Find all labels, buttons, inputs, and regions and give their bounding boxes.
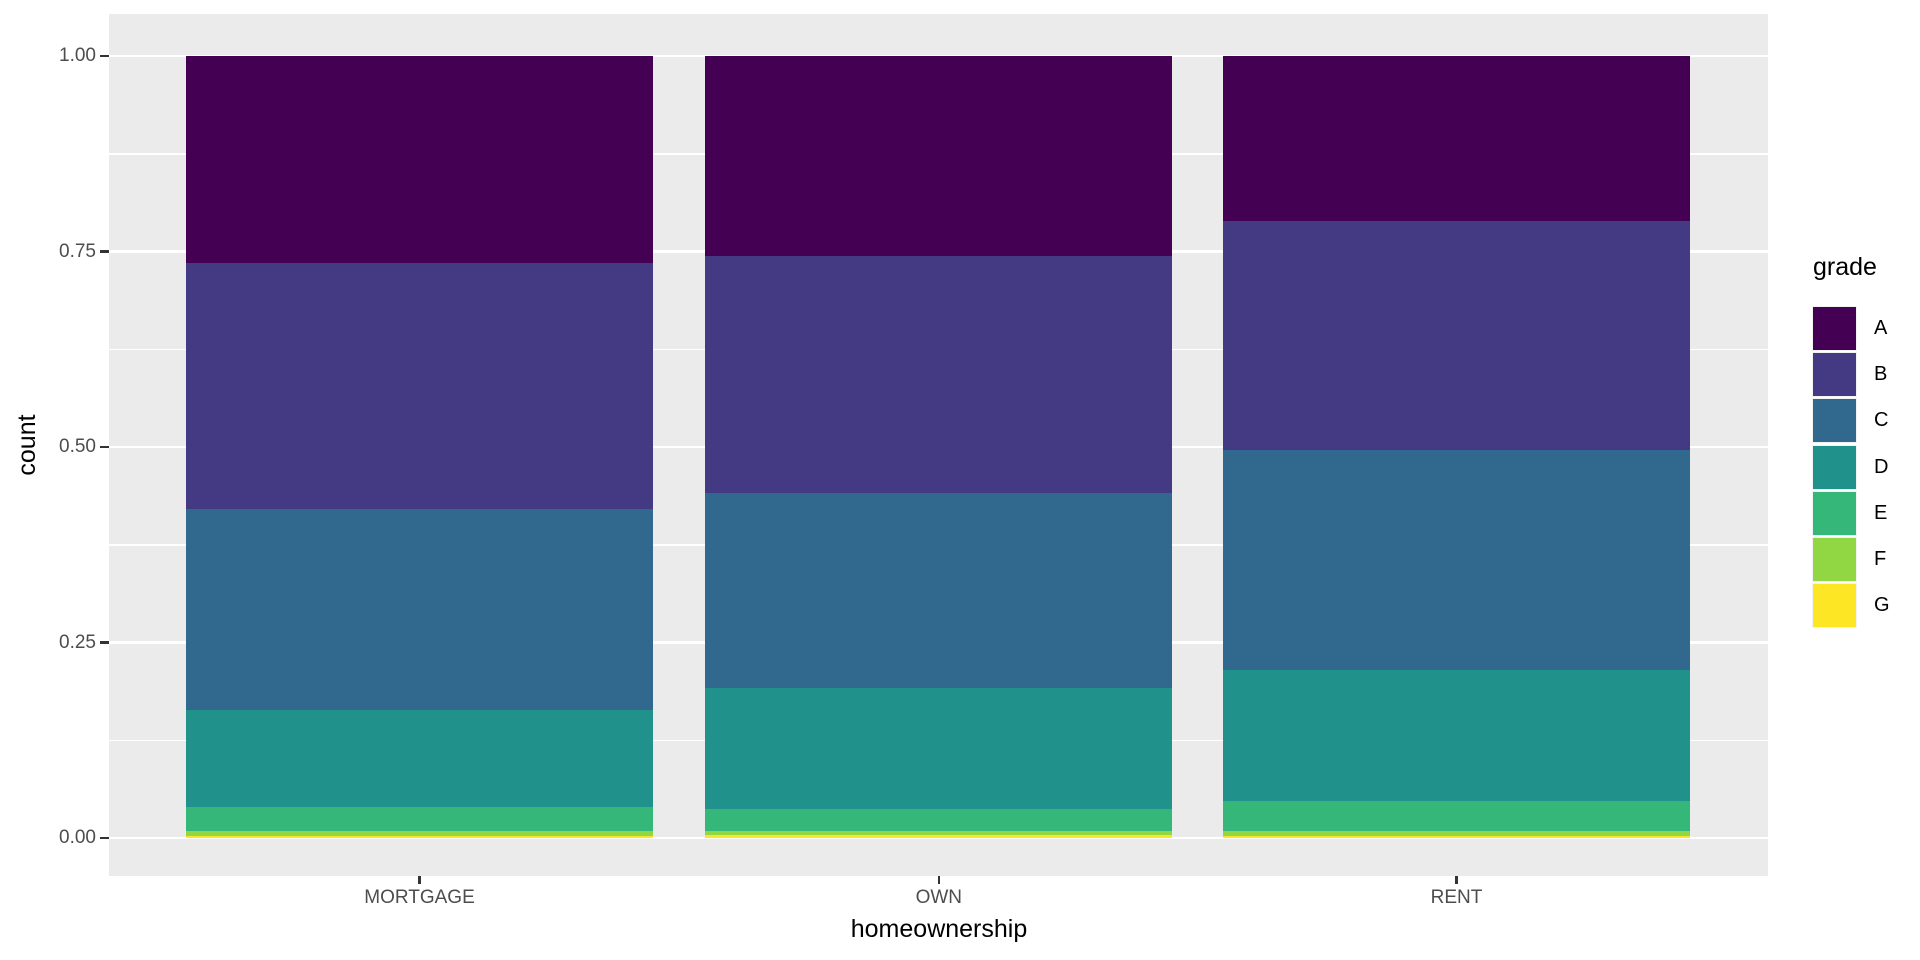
- y-tick-label: 0.00: [59, 827, 96, 848]
- legend-key-c: [1813, 399, 1856, 443]
- legend-label-b: B: [1874, 363, 1888, 386]
- legend-key-f: [1813, 537, 1856, 581]
- x-tick-mark: [937, 876, 940, 884]
- bar-rent-segment-f: [1223, 830, 1690, 836]
- plot-panel: [109, 14, 1768, 876]
- legend-key-e: [1813, 491, 1856, 535]
- gridline-major: [109, 54, 1768, 58]
- x-tick-label: MORTGAGE: [364, 887, 475, 908]
- bar-own-segment-b: [705, 256, 1173, 494]
- bar-rent-segment-g: [1223, 835, 1690, 838]
- legend-label-d: D: [1874, 455, 1889, 478]
- bar-rent-segment-c: [1223, 450, 1690, 670]
- bar-rent: [1223, 56, 1690, 838]
- y-tick-label: 1.00: [59, 45, 96, 66]
- y-tick-label: 0.75: [59, 240, 96, 262]
- bar-own-segment-f: [705, 830, 1173, 835]
- bar-mortgage-segment-a: [186, 56, 653, 264]
- bar-rent-segment-b: [1223, 221, 1690, 451]
- legend-entry-d: D: [1813, 445, 1890, 489]
- legend-label-g: G: [1874, 594, 1890, 617]
- y-tick-label: 0.25: [59, 631, 96, 653]
- legend-entry-a: A: [1813, 307, 1890, 350]
- legend-label-f: F: [1874, 547, 1887, 570]
- bar-own-segment-d: [705, 687, 1173, 810]
- legend-key-g: [1813, 584, 1856, 628]
- legend-entry-e: E: [1813, 491, 1890, 535]
- bar-own-segment-g: [705, 834, 1173, 838]
- bar-own-segment-e: [705, 809, 1173, 831]
- x-tick-label: OWN: [915, 887, 963, 908]
- legend-label-c: C: [1874, 409, 1889, 432]
- x-tick-mark: [418, 876, 421, 884]
- x-tick-label: RENT: [1430, 887, 1483, 908]
- x-tick-mark: [1455, 876, 1458, 884]
- bar-mortgage-segment-e: [186, 806, 653, 831]
- legend-label-e: E: [1874, 501, 1888, 524]
- bar-rent-segment-d: [1223, 669, 1690, 802]
- legend-label-a: A: [1874, 317, 1888, 339]
- bar-mortgage-segment-g: [186, 835, 653, 838]
- gridline-major: [109, 836, 1768, 840]
- bar-own-segment-a: [705, 56, 1173, 257]
- y-tick-mark: [100, 54, 109, 58]
- x-axis-title: homeownership: [850, 915, 1028, 943]
- y-tick-label: 0.50: [59, 436, 96, 457]
- bar-own-segment-c: [705, 493, 1173, 688]
- bar-mortgage-segment-c: [186, 508, 653, 710]
- legend-key-b: [1813, 353, 1856, 397]
- y-tick-mark: [100, 836, 109, 840]
- legend-entry-f: F: [1813, 537, 1890, 581]
- legend-entry-c: C: [1813, 399, 1890, 443]
- legend-key-a: [1813, 307, 1856, 350]
- legend-entry-g: G: [1813, 584, 1890, 628]
- y-tick-mark: [100, 250, 109, 253]
- bar-mortgage-segment-f: [186, 830, 653, 836]
- bar-mortgage: [186, 56, 653, 838]
- legend-title: grade: [1813, 253, 1877, 281]
- bar-rent-segment-e: [1223, 801, 1690, 831]
- bar-mortgage-segment-d: [186, 709, 653, 807]
- bar-mortgage-segment-b: [186, 263, 653, 509]
- bar-rent-segment-a: [1223, 56, 1690, 221]
- y-tick-mark: [100, 445, 109, 449]
- y-tick-mark: [100, 641, 109, 644]
- bar-own: [705, 56, 1173, 838]
- legend-entry-b: B: [1813, 353, 1890, 397]
- legend-key-d: [1813, 445, 1856, 489]
